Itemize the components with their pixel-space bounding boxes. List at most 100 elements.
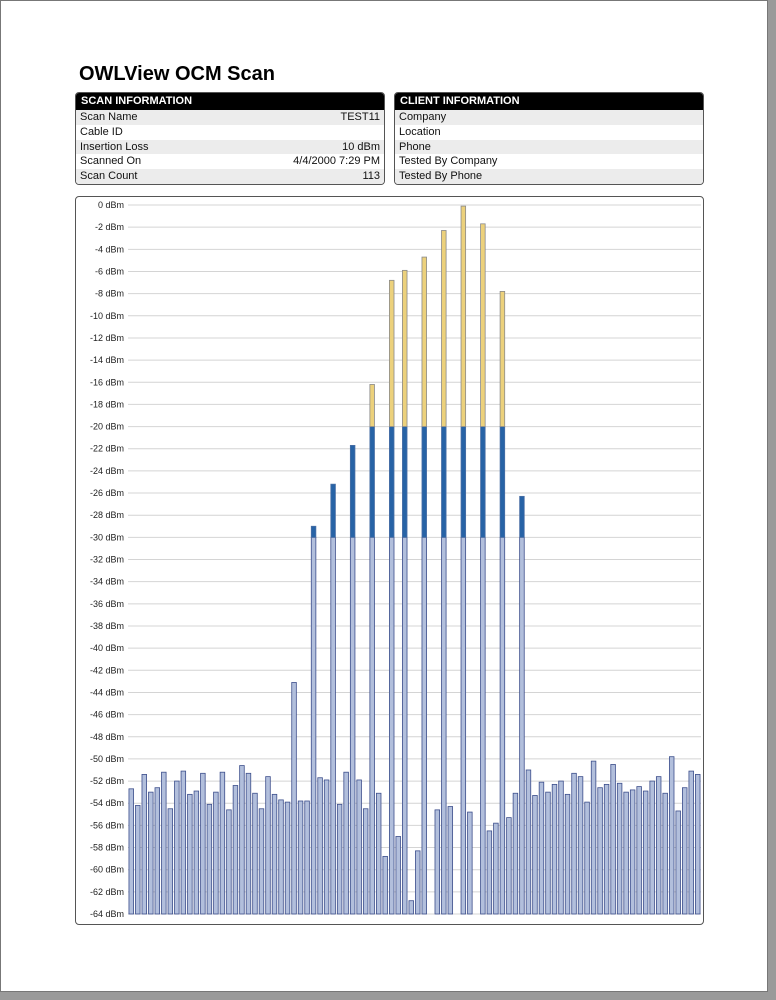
bar-segment-high xyxy=(480,223,486,427)
y-tick-label: -2 dBm xyxy=(95,222,124,232)
bar xyxy=(610,764,616,915)
row-label: Phone xyxy=(399,140,431,153)
bar xyxy=(480,223,486,915)
y-tick-label: -34 dBm xyxy=(90,577,124,587)
row-label: Scan Count xyxy=(80,170,138,183)
bar-segment-low xyxy=(278,799,284,915)
y-tick-label: -52 dBm xyxy=(90,776,124,786)
y-tick-label: -26 dBm xyxy=(90,488,124,498)
bar-segment-low xyxy=(421,536,427,915)
bar-segment-mid xyxy=(389,426,395,538)
y-tick-label: -46 dBm xyxy=(90,710,124,720)
bar-segment-low xyxy=(584,801,590,915)
tested-by-phone-row: Tested By Phone xyxy=(395,169,703,184)
y-tick-label: -16 dBm xyxy=(90,377,124,387)
row-label: Location xyxy=(399,125,441,138)
bar xyxy=(545,791,551,915)
bar xyxy=(174,780,180,915)
bar-segment-low xyxy=(245,772,252,915)
bar-segment-low xyxy=(336,803,343,915)
bar-segment-low xyxy=(636,786,642,915)
bar xyxy=(577,776,584,915)
bar xyxy=(265,776,271,915)
bar-segment-low xyxy=(395,836,401,915)
row-value: 4/4/2000 7:29 PM xyxy=(293,155,380,168)
y-tick-label: -30 dBm xyxy=(90,532,124,542)
bar-segment-high xyxy=(499,291,506,427)
bar xyxy=(252,792,258,915)
company-row: Company xyxy=(395,110,703,125)
bar xyxy=(284,801,291,915)
bar-segment-low xyxy=(460,536,467,915)
bar-segment-low xyxy=(226,809,232,915)
bar xyxy=(512,792,519,915)
bar-segment-mid xyxy=(519,495,525,538)
y-tick-label: -8 dBm xyxy=(95,289,124,299)
bar xyxy=(564,793,571,915)
bar-segment-low xyxy=(362,808,369,915)
bar xyxy=(597,787,603,915)
bar xyxy=(655,776,662,915)
bar xyxy=(245,772,252,915)
scan-name-row: Scan Name TEST11 xyxy=(76,110,384,125)
y-tick-label: -28 dBm xyxy=(90,510,124,520)
bar-segment-low xyxy=(538,781,545,915)
bar-segment-low xyxy=(675,810,681,915)
bar-segment-low xyxy=(571,772,577,915)
bar-segment-high xyxy=(369,384,375,427)
bar xyxy=(571,772,577,915)
bar xyxy=(402,269,408,915)
bar xyxy=(278,799,284,915)
bar xyxy=(389,279,395,915)
y-tick-label: -60 dBm xyxy=(90,865,124,875)
bar-segment-low xyxy=(369,536,375,915)
bar xyxy=(167,808,174,915)
bar xyxy=(629,789,636,915)
bar xyxy=(408,900,414,915)
bar-segment-high xyxy=(460,205,467,427)
row-label: Company xyxy=(399,111,447,123)
page-title: OWLView OCM Scan xyxy=(79,63,275,85)
bar-segment-low xyxy=(402,536,408,915)
bar-segment-low xyxy=(135,805,141,915)
y-tick-label: -14 dBm xyxy=(90,355,124,365)
bar-segment-low xyxy=(408,900,414,915)
bar-segment-low xyxy=(310,536,317,915)
y-tick-label: -54 dBm xyxy=(90,798,124,808)
bar-segment-low xyxy=(271,793,278,915)
bar-segment-mid xyxy=(330,483,336,538)
bar-segment-low xyxy=(330,536,336,915)
bar-segment-mid xyxy=(349,444,356,538)
bar-segment-low xyxy=(434,809,440,915)
bar-segment-low xyxy=(525,769,532,915)
bar-segment-low xyxy=(343,771,349,915)
row-value: 10 dBm xyxy=(342,140,380,153)
bar xyxy=(141,774,147,915)
bar xyxy=(486,830,493,915)
bar-segment-low xyxy=(603,783,610,915)
bar xyxy=(135,805,141,915)
bar xyxy=(349,444,356,915)
bar xyxy=(226,809,232,915)
bar xyxy=(421,256,427,915)
y-tick-label: -6 dBm xyxy=(95,266,124,276)
bar-segment-low xyxy=(382,855,388,915)
bar-segment-low xyxy=(695,774,701,915)
bar xyxy=(304,800,310,915)
bar-segment-low xyxy=(688,770,694,915)
bar xyxy=(219,771,226,915)
bar xyxy=(623,791,629,915)
bar-segment-low xyxy=(642,790,649,915)
bar xyxy=(213,791,219,915)
bar-segment-low xyxy=(629,789,636,915)
bar-segment-mid xyxy=(369,426,375,538)
bar-segment-low xyxy=(493,822,499,915)
bar-segment-low xyxy=(590,760,597,915)
spectrum-bar-chart: 0 dBm -2 dBm -4 dBm -6 dBm -8 dBm -10 dBm -12 … xyxy=(90,200,701,919)
y-tick-label: -58 dBm xyxy=(90,843,124,853)
bar xyxy=(336,803,343,915)
bar-segment-low xyxy=(655,776,662,915)
bar-segment-mid xyxy=(310,525,317,538)
bar-segment-low xyxy=(349,536,356,915)
bar-segment-low xyxy=(297,800,304,915)
